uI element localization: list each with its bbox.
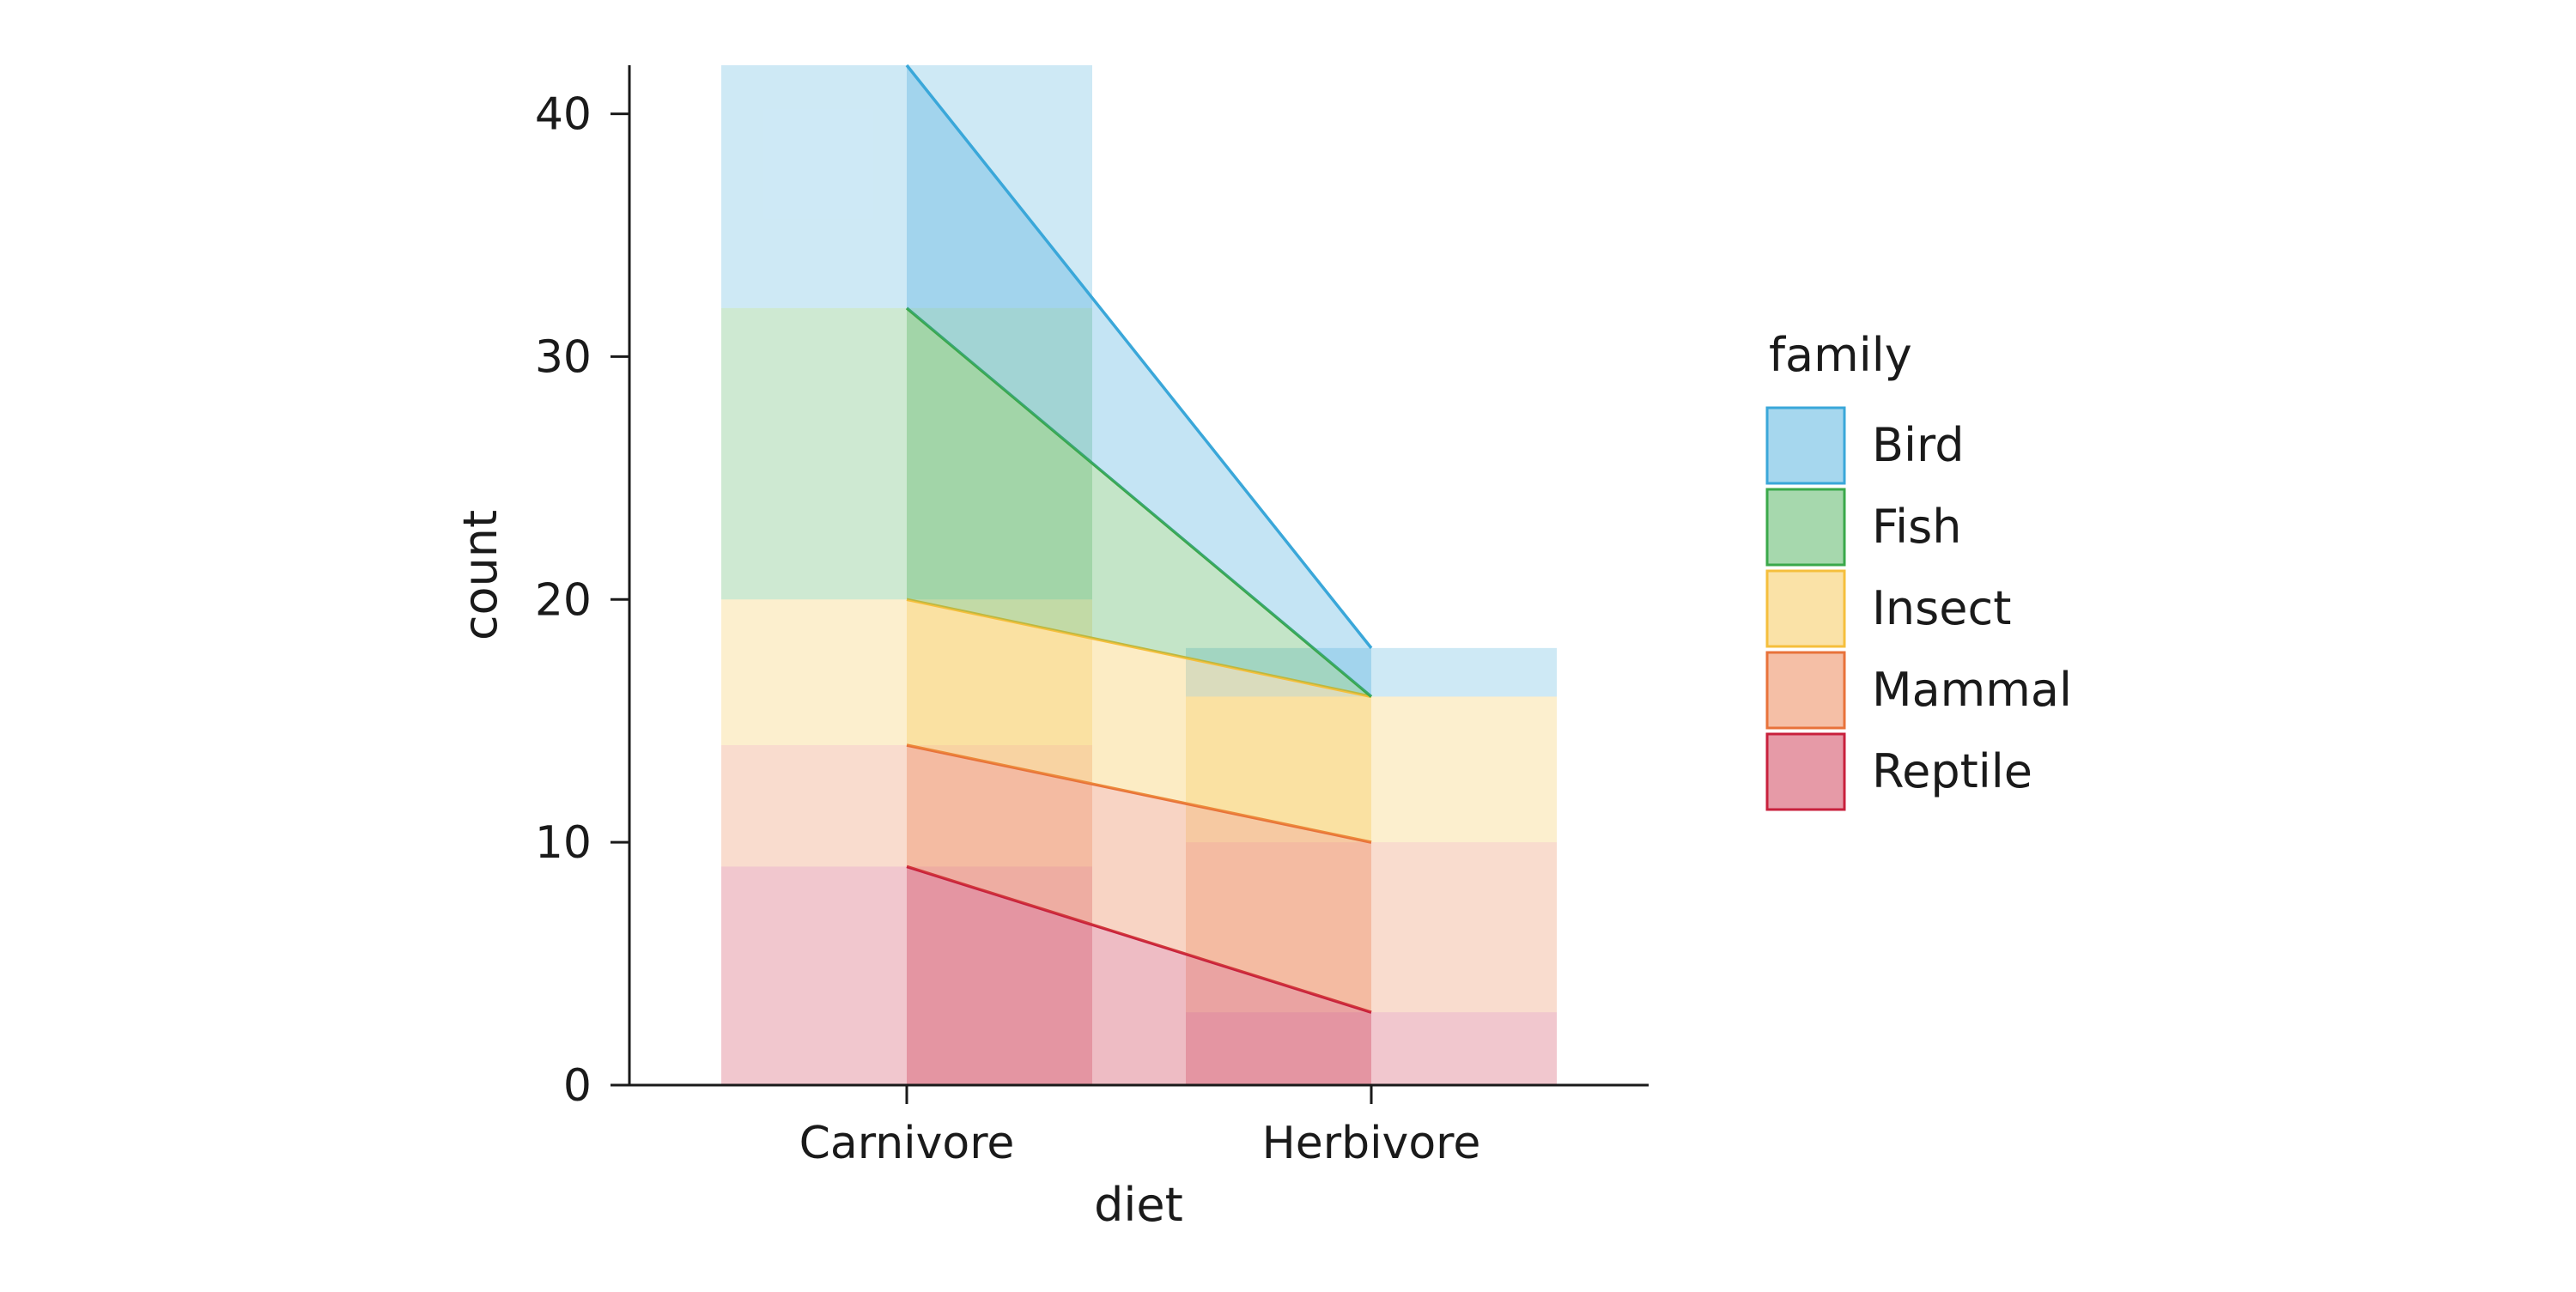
y-tick-label-0: 0 xyxy=(563,1060,592,1112)
area-insect xyxy=(907,599,1371,843)
legend-swatch-reptile xyxy=(1765,732,1846,811)
bar-bird-herbivore xyxy=(1186,647,1557,697)
bar-insect-carnivore xyxy=(721,599,1092,745)
area-line-bird xyxy=(905,64,1373,649)
bar-reptile-herbivore xyxy=(1186,1012,1557,1085)
bars-layer xyxy=(721,65,1557,1085)
legend-title: family xyxy=(1769,328,1912,382)
area-line-fish xyxy=(905,306,1373,698)
x-axis-title: diet xyxy=(1094,1178,1183,1232)
y-tick-label-40: 40 xyxy=(535,89,592,141)
legend-label-mammal: Mammal xyxy=(1872,663,2072,717)
legend-label-bird: Bird xyxy=(1872,418,1965,472)
legend-label-fish: Fish xyxy=(1872,500,1962,554)
areas-layer xyxy=(905,64,1373,1085)
legend-label-reptile: Reptile xyxy=(1872,744,2032,798)
legend-swatch-bird xyxy=(1765,406,1846,485)
area-line-mammal xyxy=(906,743,1372,844)
legend-swatch-insect xyxy=(1765,569,1846,648)
bar-mammal-carnivore xyxy=(721,745,1092,867)
bar-mammal-herbivore xyxy=(1186,842,1557,1013)
area-bird xyxy=(907,65,1371,697)
area-reptile xyxy=(907,866,1371,1085)
area-mammal xyxy=(907,745,1371,1013)
legend: family Bird Fish Insect Mammal Reptile xyxy=(1765,328,2072,811)
legend-swatch-mammal xyxy=(1765,651,1846,730)
y-tick-label-20: 20 xyxy=(535,574,592,626)
legend-swatch-fish xyxy=(1765,488,1846,567)
legend-items: Bird Fish Insect Mammal Reptile xyxy=(1765,406,2072,811)
legend-label-insect: Insect xyxy=(1872,581,2011,635)
bar-fish-carnivore xyxy=(721,307,1092,600)
y-tick-label-10: 10 xyxy=(535,817,592,869)
axes-layer xyxy=(628,65,1649,1087)
x-tick-label-herbivore: Herbivore xyxy=(1262,1118,1481,1169)
area-line-reptile xyxy=(906,864,1372,1014)
area-line-insect xyxy=(906,597,1372,699)
bar-insect-herbivore xyxy=(1186,696,1557,843)
ticks-layer: 0 10 20 30 40 Carnivore Herbivore xyxy=(535,89,1481,1169)
y-axis-title: count xyxy=(453,510,507,640)
bar-bird-carnivore xyxy=(721,65,1092,308)
y-tick-label-30: 30 xyxy=(535,331,592,383)
bar-reptile-carnivore xyxy=(721,866,1092,1085)
x-tick-label-carnivore: Carnivore xyxy=(799,1118,1015,1169)
